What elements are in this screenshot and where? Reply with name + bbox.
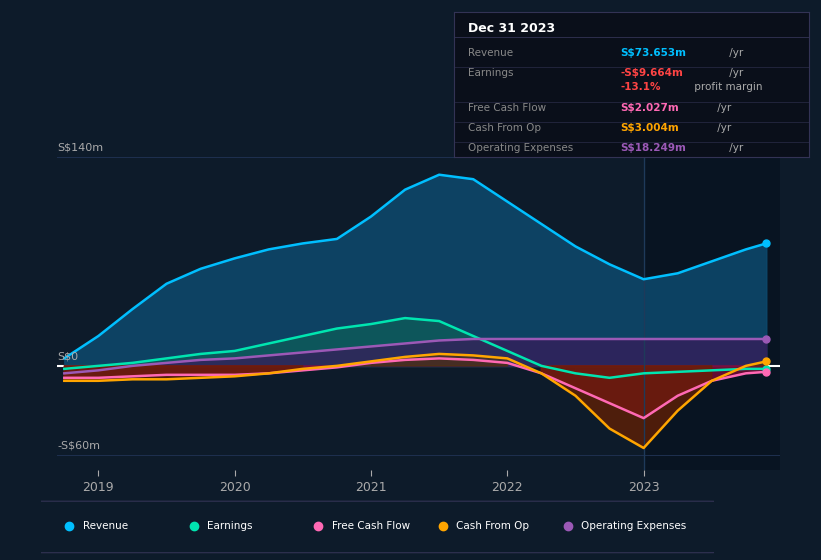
Text: /yr: /yr xyxy=(714,123,732,133)
FancyBboxPatch shape xyxy=(28,501,721,553)
Text: -S$9.664m: -S$9.664m xyxy=(621,68,684,78)
Text: Cash From Op: Cash From Op xyxy=(468,123,541,133)
Text: S$18.249m: S$18.249m xyxy=(621,143,686,153)
Text: Free Cash Flow: Free Cash Flow xyxy=(332,521,410,531)
Text: /yr: /yr xyxy=(714,102,732,113)
Text: S$2.027m: S$2.027m xyxy=(621,102,680,113)
Text: S$3.004m: S$3.004m xyxy=(621,123,680,133)
Bar xyxy=(644,134,780,470)
Text: S$73.653m: S$73.653m xyxy=(621,48,686,58)
Text: -13.1%: -13.1% xyxy=(621,82,661,92)
Text: /yr: /yr xyxy=(726,68,743,78)
Text: Revenue: Revenue xyxy=(468,48,513,58)
Text: Earnings: Earnings xyxy=(468,68,514,78)
Text: -S$60m: -S$60m xyxy=(57,441,100,451)
Text: /yr: /yr xyxy=(726,48,743,58)
Text: profit margin: profit margin xyxy=(691,82,763,92)
Text: Free Cash Flow: Free Cash Flow xyxy=(468,102,546,113)
Text: Cash From Op: Cash From Op xyxy=(456,521,530,531)
Text: Operating Expenses: Operating Expenses xyxy=(581,521,686,531)
Text: Operating Expenses: Operating Expenses xyxy=(468,143,573,153)
Text: S$0: S$0 xyxy=(57,351,79,361)
Text: Dec 31 2023: Dec 31 2023 xyxy=(468,22,555,35)
Text: /yr: /yr xyxy=(726,143,743,153)
Text: S$140m: S$140m xyxy=(57,142,103,152)
Text: Revenue: Revenue xyxy=(83,521,128,531)
Text: Earnings: Earnings xyxy=(208,521,253,531)
